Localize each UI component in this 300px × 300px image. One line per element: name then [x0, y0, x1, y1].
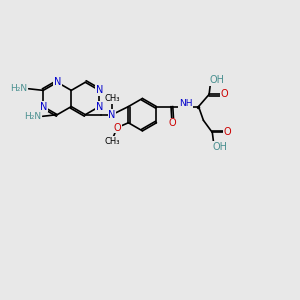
- Text: N: N: [96, 102, 103, 112]
- Text: N: N: [40, 102, 47, 112]
- Text: OH: OH: [213, 142, 228, 152]
- Text: H₂N: H₂N: [10, 84, 27, 93]
- Text: H₂N: H₂N: [24, 112, 41, 122]
- Text: CH₃: CH₃: [104, 137, 120, 146]
- Text: N: N: [54, 77, 61, 87]
- Text: O: O: [224, 128, 231, 137]
- Text: O: O: [220, 89, 228, 99]
- Text: N: N: [96, 85, 103, 95]
- Text: OH: OH: [210, 75, 225, 85]
- Text: O: O: [168, 118, 176, 128]
- Text: N: N: [108, 110, 116, 120]
- Text: CH₃: CH₃: [104, 94, 120, 103]
- Text: NH: NH: [178, 99, 192, 108]
- Text: O: O: [113, 123, 121, 133]
